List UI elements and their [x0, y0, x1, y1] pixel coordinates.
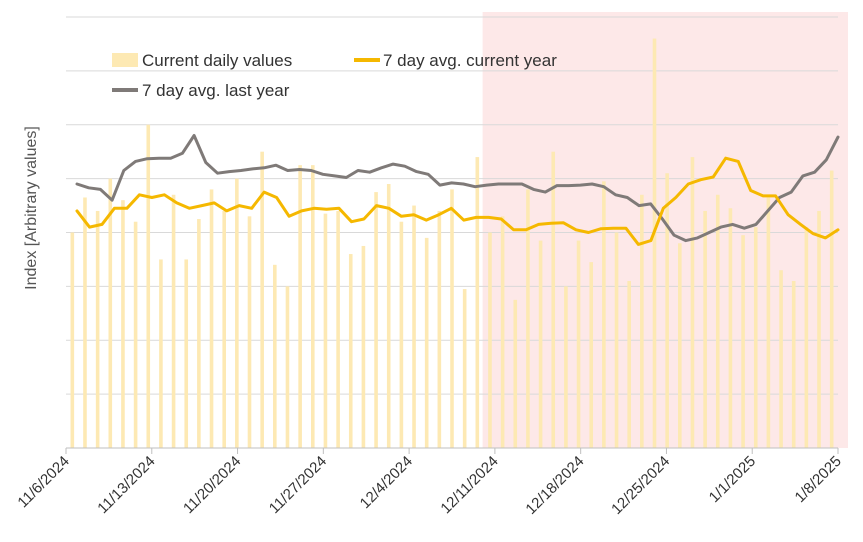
bar-current-daily [184, 259, 189, 448]
bar-current-daily [159, 259, 163, 448]
legend-label-current-daily: Current daily values [142, 51, 292, 70]
legend-label-avg-current: 7 day avg. current year [383, 51, 557, 70]
bar-current-daily [817, 210, 821, 448]
bar-current-daily [538, 240, 543, 448]
legend-swatch-current-daily [112, 53, 138, 67]
bar-current-daily [703, 210, 707, 448]
bar-current-daily [374, 192, 378, 448]
bar-current-daily [133, 221, 138, 448]
bar-current-daily [95, 210, 100, 448]
bar-current-daily [361, 245, 366, 448]
bar-current-daily [614, 232, 619, 448]
bar-current-daily [513, 299, 518, 448]
bar-current-daily [209, 189, 214, 448]
bar-current-daily [462, 289, 467, 448]
bar-current-daily [171, 194, 176, 448]
bar-current-daily [564, 286, 568, 448]
bar-current-daily [715, 194, 720, 448]
bar-current-daily [70, 232, 75, 448]
line-7day-avg-current-year [75, 156, 840, 246]
bar-current-daily [273, 264, 277, 448]
bar-current-daily [386, 184, 391, 448]
bar-current-daily [412, 205, 416, 448]
bar-current-daily [652, 38, 657, 449]
bar-current-daily [741, 235, 745, 448]
line-7day-avg-last-year [75, 134, 840, 243]
bar-current-daily [348, 254, 353, 448]
bar-current-daily [336, 210, 340, 448]
bar-current-daily [804, 227, 809, 448]
bar-current-daily [235, 178, 239, 448]
bar-current-daily [551, 151, 556, 448]
bar-current-daily [728, 208, 733, 448]
bars-current-daily [70, 38, 834, 449]
bar-current-daily [146, 124, 151, 448]
bar-current-daily [222, 210, 226, 448]
bar-current-daily [500, 216, 505, 448]
bar-current-daily [678, 243, 682, 448]
y-axis-title: Index [Arbitrary values] [23, 126, 40, 290]
bar-current-daily [450, 189, 454, 448]
bar-current-daily [285, 286, 290, 448]
bar-current-daily [753, 227, 758, 448]
legend-label-avg-last: 7 day avg. last year [142, 81, 290, 100]
highlight-region [482, 12, 848, 448]
bar-current-daily [437, 210, 442, 448]
bar-current-daily [488, 232, 492, 448]
bar-current-daily [589, 262, 594, 448]
bar-current-daily [310, 165, 315, 448]
bar-current-daily [766, 197, 771, 448]
bar-current-daily [475, 157, 480, 448]
bar-current-daily [83, 197, 87, 448]
bar-current-daily [399, 221, 404, 448]
bar-current-daily [323, 213, 328, 448]
legend: Current daily values 7 day avg. current … [112, 51, 557, 100]
bar-current-daily [640, 194, 644, 448]
bar-current-daily [260, 151, 264, 448]
bar-current-daily [627, 280, 631, 448]
bar-current-daily [108, 178, 113, 448]
bar-current-daily [526, 189, 530, 448]
bar-current-daily [791, 280, 796, 448]
bar-current-daily [779, 270, 783, 448]
bar-current-daily [247, 216, 252, 448]
bar-current-daily [576, 240, 581, 448]
bar-current-daily [298, 165, 302, 448]
bar-current-daily [829, 170, 834, 448]
bar-current-daily [197, 219, 201, 448]
bar-current-daily [665, 173, 669, 449]
bar-current-daily [121, 200, 125, 448]
bar-current-daily [690, 157, 695, 448]
series-lines [75, 134, 840, 246]
bar-current-daily [424, 237, 429, 448]
bar-current-daily [602, 181, 606, 448]
